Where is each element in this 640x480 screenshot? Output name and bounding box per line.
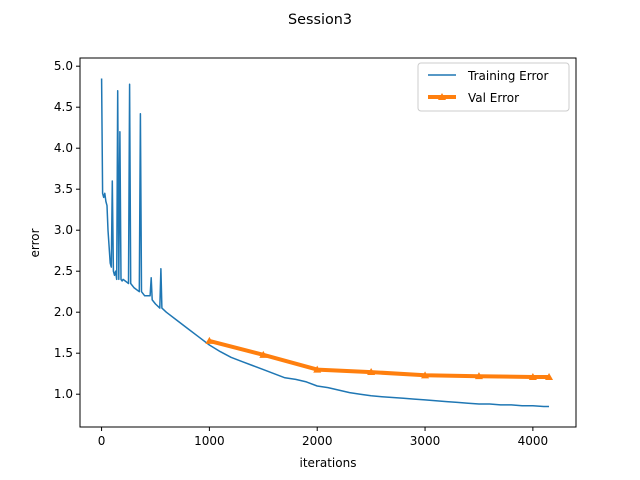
- legend-label-training: Training Error: [467, 69, 548, 83]
- y-tick-label: 3.0: [54, 223, 73, 237]
- legend-marker-val: [438, 93, 446, 100]
- y-tick-label: 5.0: [54, 59, 73, 73]
- y-tick-label: 2.0: [54, 305, 73, 319]
- x-tick-label: 3000: [410, 434, 441, 448]
- legend-label-val: Val Error: [468, 91, 519, 105]
- val-point: [259, 350, 268, 358]
- x-tick-label: 4000: [518, 434, 549, 448]
- val-point: [545, 372, 554, 380]
- legend: Training Error Val Error: [417, 62, 570, 112]
- x-axis-label: iterations: [300, 456, 357, 470]
- y-tick-label: 4.0: [54, 141, 73, 155]
- x-tick-label: 1000: [194, 434, 225, 448]
- val-point: [421, 371, 430, 379]
- val-point: [205, 336, 214, 344]
- chart-title: Session3: [288, 12, 352, 28]
- x-tick-label: 0: [98, 434, 106, 448]
- y-tick-label: 1.0: [54, 387, 73, 401]
- x-axis: 0 1000 2000 3000 4000: [98, 427, 548, 448]
- y-tick-label: 1.5: [54, 346, 73, 360]
- y-axis-label: error: [28, 228, 42, 257]
- x-tick-label: 2000: [302, 434, 333, 448]
- val-point: [474, 372, 483, 380]
- val-point: [528, 372, 537, 380]
- y-tick-label: 3.5: [54, 182, 73, 196]
- plot-area: [100, 78, 554, 408]
- val-point: [313, 365, 322, 373]
- axes-frame: [79, 57, 577, 428]
- y-axis: 1.0 1.5 2.0 2.5 3.0 3.5 4.0 4.5 5.0: [54, 59, 80, 401]
- val-point: [367, 368, 376, 376]
- y-tick-label: 2.5: [54, 264, 73, 278]
- y-tick-label: 4.5: [54, 100, 73, 114]
- series-line-val: [208, 338, 549, 379]
